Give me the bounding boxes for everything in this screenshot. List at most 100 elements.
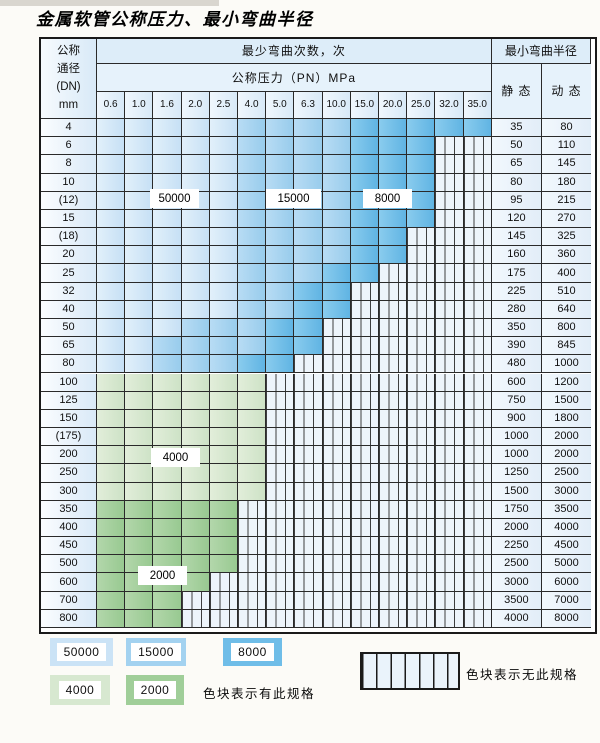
static-value-cell: 1000 <box>491 446 542 465</box>
hatch-cell <box>350 318 379 338</box>
spec-cell <box>209 500 238 519</box>
static-value-cell: 900 <box>491 409 542 429</box>
spec-cell <box>153 464 182 483</box>
spec-cell <box>322 264 351 283</box>
spec-cell <box>379 137 408 156</box>
hatch-cell <box>294 409 323 429</box>
spec-cell <box>350 209 379 229</box>
hatch-cell <box>435 428 464 447</box>
spec-cell <box>181 537 210 556</box>
hatch-cell <box>435 446 464 465</box>
hatch-cell <box>463 609 492 628</box>
hatch-cell <box>294 391 323 410</box>
spec-cell <box>238 282 267 301</box>
dn-cell: 300 <box>41 482 97 501</box>
hatch-cell <box>266 537 295 556</box>
static-value-cell: 480 <box>491 355 542 374</box>
hatch-cell <box>407 518 436 538</box>
dn-cell: 150 <box>41 409 97 429</box>
static-value-cell: 175 <box>491 264 542 283</box>
spec-cell <box>125 373 154 392</box>
spec-cell <box>238 155 267 174</box>
dn-cell: 700 <box>41 591 97 610</box>
spec-cell <box>97 391 126 410</box>
spec-cell <box>97 428 126 447</box>
dn-cell: 500 <box>41 555 97 574</box>
spec-cell <box>125 500 154 519</box>
hatch-cell <box>322 446 351 465</box>
hatch-cell <box>266 373 295 392</box>
hatch-cell <box>350 300 379 319</box>
hatch-cell <box>435 191 464 210</box>
dynamic-value-cell: 4500 <box>542 537 591 556</box>
hatch-cell <box>266 609 295 628</box>
hatch-cell <box>350 428 379 447</box>
hatch-cell <box>407 573 436 592</box>
hatch-cell <box>407 337 436 356</box>
hatch-cell <box>379 446 408 465</box>
hatch-cell <box>463 482 492 501</box>
spec-cell <box>97 573 126 592</box>
spec-cell <box>181 318 210 338</box>
static-value-cell: 65 <box>491 155 542 174</box>
static-value-cell: 600 <box>491 373 542 392</box>
spec-cell <box>97 446 126 465</box>
hatch-cell <box>238 537 267 556</box>
hatch-cell <box>379 373 408 392</box>
hatch-cell <box>435 318 464 338</box>
pressure-col-header: 2.5 <box>209 92 238 119</box>
spec-cell <box>97 591 126 610</box>
spec-cell <box>294 209 323 229</box>
dynamic-value-cell: 2000 <box>542 428 591 447</box>
spec-cell <box>181 373 210 392</box>
spec-cell <box>181 119 210 138</box>
spec-cell <box>97 464 126 483</box>
spec-cell <box>97 209 126 229</box>
hatch-cell <box>435 155 464 174</box>
hatch-cell <box>463 573 492 592</box>
hatch-cell <box>322 482 351 501</box>
spec-cell <box>153 428 182 447</box>
spec-cell <box>125 137 154 156</box>
hatch-cell <box>407 537 436 556</box>
spec-cell <box>97 337 126 356</box>
hatch-cell <box>379 500 408 519</box>
dn-cell: 6 <box>41 137 97 156</box>
hatch-cell <box>294 500 323 519</box>
dynamic-value-cell: 1800 <box>542 409 591 429</box>
spec-cell <box>181 355 210 374</box>
static-value-cell: 160 <box>491 246 542 265</box>
hatch-cell <box>322 555 351 574</box>
legend-available-note: 色块表示有此规格 <box>203 687 316 701</box>
spec-cell <box>97 137 126 156</box>
dn-cell: 10 <box>41 173 97 192</box>
hatch-cell <box>435 300 464 319</box>
spec-cell <box>209 409 238 429</box>
legend-swatch-label: 15000 <box>131 643 181 661</box>
dn-cell: 40 <box>41 300 97 319</box>
spec-cell <box>209 482 238 501</box>
hatch-cell <box>350 555 379 574</box>
spec-cell <box>209 537 238 556</box>
legend-swatch: 2000 <box>126 675 184 705</box>
spec-cell <box>266 155 295 174</box>
spec-cell <box>125 282 154 301</box>
dn-cell: 350 <box>41 500 97 519</box>
spec-cell <box>97 482 126 501</box>
hatch-cell <box>294 373 323 392</box>
spec-cell <box>97 191 126 210</box>
hatch-cell <box>463 246 492 265</box>
spec-cell <box>379 209 408 229</box>
spec-cell <box>209 264 238 283</box>
spec-cell <box>181 264 210 283</box>
legend-swatch: 50000 <box>50 638 113 666</box>
hatch-cell <box>379 282 408 301</box>
static-value-cell: 4000 <box>491 609 542 628</box>
dynamic-value-cell: 2500 <box>542 464 591 483</box>
hatch-cell <box>407 482 436 501</box>
hatch-cell <box>435 282 464 301</box>
hatch-cell <box>435 464 464 483</box>
spec-cell <box>97 318 126 338</box>
dn-cell: 600 <box>41 573 97 592</box>
hatch-cell <box>379 300 408 319</box>
